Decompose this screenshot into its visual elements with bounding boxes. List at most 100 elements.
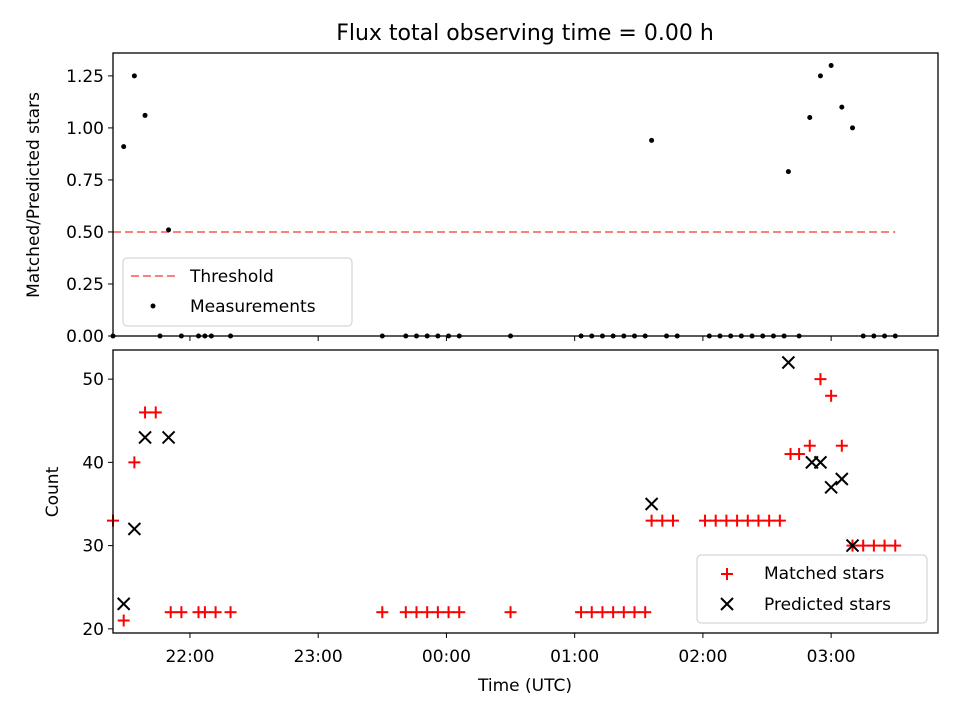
bottom-legend: Matched stars Predicted stars — [696, 554, 928, 624]
matched-star-point — [773, 514, 786, 527]
bottom-x-axis-label: Time (UTC) — [477, 676, 572, 696]
matched-star-point — [139, 406, 152, 419]
bottom-y-tick-label: 50 — [82, 370, 104, 390]
matched-star-point — [835, 439, 848, 452]
matched-star-point — [803, 439, 816, 452]
bottom-panel: Count Time (UTC) 20 30 40 50 22:00 23:00 00:00… — [43, 349, 939, 696]
predicted-star-point — [824, 480, 838, 495]
top-y-axis-label: Matched/Predicted stars — [24, 92, 44, 298]
top-y-tick-label: 1.25 — [66, 67, 104, 87]
predicted-star-d2 — [644, 497, 659, 511]
measurements-legend-swatch — [150, 303, 156, 309]
measurements-legend-label: Measurements — [190, 297, 316, 317]
predicted-star-point — [781, 355, 796, 370]
top-y-tick-label: 1.00 — [66, 119, 104, 139]
top-plot-marks: 0.00 0.25 0.50 0.75 1.00 1.25 — [66, 62, 898, 347]
matched-star-point — [628, 606, 641, 619]
bottom-legend-box — [696, 554, 928, 624]
top-y-tick-label: 0.25 — [66, 275, 104, 295]
bottom-y-tick-label: 30 — [82, 537, 104, 557]
matched-star-point — [709, 514, 722, 527]
top-y-tick-label: 0.75 — [66, 171, 104, 191]
matched-star-point — [731, 514, 744, 527]
matched-star-point — [585, 606, 598, 619]
top-legend: Threshold Measurements — [122, 257, 353, 327]
predicted-star-point — [813, 455, 828, 470]
top-y-tick-label: 0.00 — [66, 327, 104, 347]
predicted-star-d2 — [845, 538, 860, 553]
measurement-point — [817, 73, 823, 79]
predicted-star-d2 — [813, 455, 828, 470]
measurement-point — [850, 125, 856, 131]
predicted-star-d2 — [824, 480, 838, 495]
measurement-point — [649, 137, 655, 143]
matched-star-point — [867, 539, 880, 552]
measurement-point — [785, 169, 791, 175]
matched-star-point — [656, 514, 669, 527]
bottom-x-tick-label: 01:00 — [550, 647, 599, 667]
matched-star-point — [878, 539, 891, 552]
measurement-point — [131, 73, 137, 79]
top-legend-box — [122, 257, 353, 327]
matched-stars-legend-label: Matched stars — [764, 564, 884, 584]
matched-star-point — [763, 514, 776, 527]
top-y-tick-label: 0.50 — [66, 223, 104, 243]
matched-star-point — [399, 606, 412, 619]
matched-star-point — [639, 606, 652, 619]
bottom-axes-frame — [112, 349, 939, 634]
matched-star-point — [504, 606, 517, 619]
bottom-x-tick-label: 22:00 — [165, 647, 214, 667]
top-chart-title: Flux total observing time = 0.00 h — [336, 21, 714, 46]
matched-star-point — [128, 456, 141, 469]
matched-star-point — [575, 606, 588, 619]
matched-star-point — [699, 514, 712, 527]
predicted-star-d2 — [781, 355, 796, 370]
matched-star-point — [198, 606, 211, 619]
bottom-x-tick-label: 03:00 — [807, 647, 856, 667]
matched-star-point — [596, 606, 609, 619]
predicted-star-point — [116, 597, 131, 611]
matched-star-point — [376, 606, 389, 619]
threshold-legend-label: Threshold — [189, 267, 274, 287]
predicted-star-point — [644, 497, 659, 511]
matched-star-point — [752, 514, 765, 527]
predicted-star-d2 — [127, 522, 142, 536]
measurement-point — [142, 112, 148, 118]
matched-star-point — [793, 448, 806, 461]
matched-star-point — [666, 514, 679, 527]
matched-star-point — [720, 514, 733, 527]
matched-star-point — [825, 389, 838, 402]
matched-star-point — [149, 406, 162, 419]
predicted-star-point — [127, 522, 142, 536]
matched-star-point — [209, 606, 222, 619]
predicted-stars-legend-swatch — [720, 597, 734, 611]
measurement-point — [121, 144, 127, 150]
matched-star-point — [431, 606, 444, 619]
predicted-star-d2 — [835, 472, 849, 486]
matched-star-point — [857, 539, 870, 552]
matched-star-point — [814, 373, 827, 386]
matched-star-point — [617, 606, 630, 619]
top-panel: Flux total observing time = 0.00 h Match… — [24, 21, 939, 347]
predicted-star-d2 — [138, 430, 152, 445]
matched-star-point — [410, 606, 423, 619]
matched-star-point — [421, 606, 434, 619]
predicted-star-d2 — [116, 597, 131, 611]
matched-star-point — [224, 606, 237, 619]
bottom-x-tick-label: 23:00 — [294, 647, 343, 667]
predicted-star-point — [845, 538, 860, 553]
matched-star-point — [607, 606, 620, 619]
bottom-x-tick-label: 02:00 — [678, 647, 727, 667]
predicted-star-point — [835, 472, 849, 486]
measurement-point — [828, 62, 834, 68]
bottom-y-axis-label: Count — [43, 466, 63, 517]
bottom-y-tick-label: 40 — [82, 453, 104, 473]
matched-star-point — [164, 606, 177, 619]
predicted-star-point — [161, 430, 176, 445]
predicted-star-d2 — [161, 430, 176, 445]
measurement-point — [807, 115, 813, 121]
top-axes-frame — [112, 52, 939, 337]
matched-star-point — [645, 514, 658, 527]
bottom-x-tick-label: 00:00 — [422, 647, 471, 667]
